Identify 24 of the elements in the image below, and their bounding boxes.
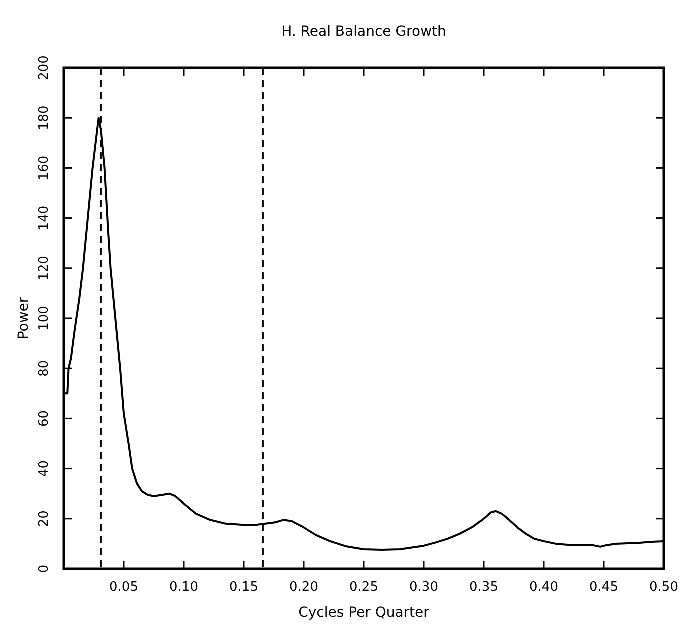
y-axis-title: Power	[16, 297, 32, 340]
y-tick-label: 40	[37, 460, 52, 478]
x-tick-label: 0.50	[650, 580, 678, 595]
y-tick-label: 180	[37, 106, 52, 131]
y-tick-label: 200	[37, 56, 52, 80]
chart-title: H. Real Balance Growth	[282, 24, 446, 40]
x-tick-label: 0.35	[470, 580, 498, 595]
x-tick-label: 0.15	[230, 580, 258, 595]
y-tick-label: 20	[37, 510, 52, 528]
y-tick-label: 100	[37, 306, 52, 331]
y-tick-label: 140	[37, 206, 52, 231]
y-tick-label: 80	[37, 360, 52, 377]
x-tick-label: 0.40	[530, 580, 558, 595]
x-tick-label: 0.30	[410, 580, 438, 595]
y-tick-label: 160	[37, 156, 52, 181]
x-tick-label: 0.05	[110, 580, 138, 595]
x-tick-label: 0.20	[290, 580, 318, 595]
y-tick-label: 60	[37, 410, 52, 427]
x-tick-label: 0.45	[590, 580, 618, 595]
y-tick-label: 0	[37, 564, 52, 574]
y-tick-label: 120	[37, 256, 52, 281]
x-tick-label: 0.25	[350, 580, 378, 595]
x-tick-label: 0.10	[170, 580, 198, 595]
x-axis-title: Cycles Per Quarter	[298, 605, 430, 621]
